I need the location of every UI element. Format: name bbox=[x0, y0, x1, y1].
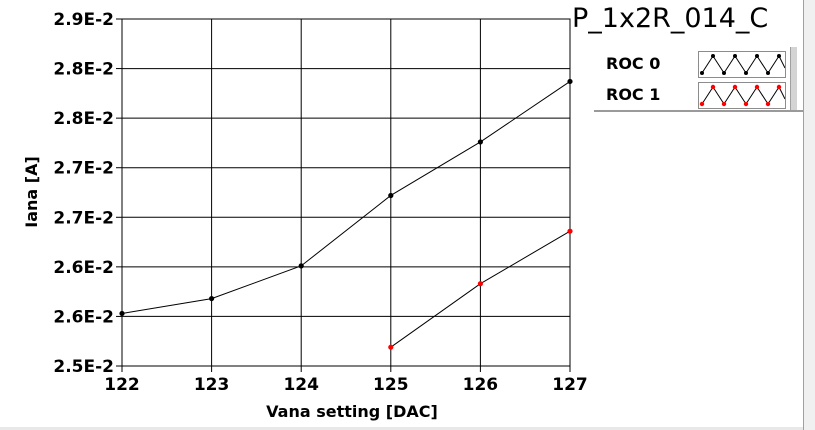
legend-swatch-roc-1 bbox=[698, 82, 786, 109]
legend: ROC 0 ROC 1 bbox=[594, 47, 804, 112]
y-tick-label: 2.8E-2 bbox=[53, 60, 114, 80]
legend-label: ROC 1 bbox=[606, 85, 661, 104]
y-tick-label: 2.7E-2 bbox=[53, 159, 114, 179]
data-point-roc-1 bbox=[388, 344, 394, 350]
legend-swatch-roc-0 bbox=[698, 51, 786, 78]
data-point-roc-0 bbox=[567, 78, 573, 85]
data-point-roc-0 bbox=[298, 263, 304, 269]
y-tick-label: 2.8E-2 bbox=[53, 109, 114, 129]
legend-marker-roc-0 bbox=[700, 54, 785, 75]
x-axis-title: Vana setting [DAC] bbox=[266, 402, 438, 421]
data-point-roc-1 bbox=[477, 281, 483, 287]
data-point-roc-0 bbox=[209, 295, 215, 302]
y-tick-label: 2.7E-2 bbox=[53, 208, 114, 228]
y-tick-label: 2.5E-2 bbox=[53, 357, 114, 377]
data-point-roc-1 bbox=[567, 228, 573, 234]
chart-title: P_1x2R_014_C bbox=[572, 3, 769, 34]
tick-labels: 122 123 124 125 126 127 2.5E-2 2.6E-2 2.6E-2 2.7E… bbox=[53, 10, 587, 395]
x-tick-label: 126 bbox=[463, 375, 499, 395]
series-line-roc-0 bbox=[121, 81, 571, 314]
series-layer bbox=[119, 78, 573, 350]
legend-scroll-edge bbox=[790, 47, 797, 110]
window-bottom-border bbox=[0, 427, 803, 430]
data-point-roc-0 bbox=[388, 192, 394, 199]
legend-marker-roc-1 bbox=[699, 84, 785, 107]
legend-item-roc-1: ROC 1 bbox=[594, 81, 804, 109]
y-axis-title: Iana [A] bbox=[22, 156, 41, 228]
data-point-roc-0 bbox=[119, 310, 125, 317]
x-tick-label: 127 bbox=[552, 375, 588, 395]
data-point-roc-0 bbox=[477, 139, 483, 145]
y-tick-label: 2.6E-2 bbox=[53, 307, 114, 327]
legend-label: ROC 0 bbox=[606, 54, 661, 73]
x-tick-label: 124 bbox=[283, 375, 319, 395]
plot-frame bbox=[121, 18, 571, 367]
x-tick-label: 122 bbox=[104, 375, 140, 395]
x-tick-label: 125 bbox=[373, 375, 409, 395]
y-tick-label: 2.9E-2 bbox=[53, 10, 114, 30]
x-tick-label: 123 bbox=[194, 375, 230, 395]
window-right-border bbox=[803, 0, 815, 430]
plot-area bbox=[122, 19, 570, 366]
grid bbox=[121, 18, 571, 367]
y-tick-label: 2.6E-2 bbox=[53, 258, 114, 278]
axes bbox=[116, 18, 571, 372]
legend-item-roc-0: ROC 0 bbox=[594, 50, 804, 78]
